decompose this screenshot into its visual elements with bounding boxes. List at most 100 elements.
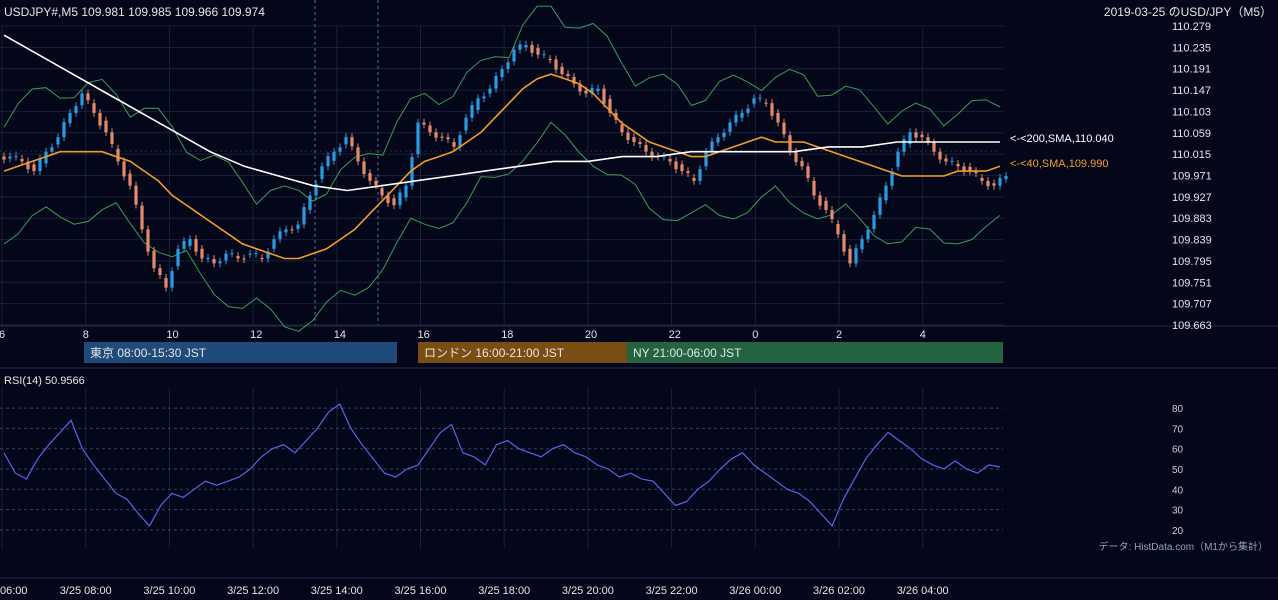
candle-body [812,180,816,196]
candle-body [104,120,108,133]
price-y-tick: 109.795 [1172,256,1212,268]
candle-body [830,209,834,220]
candle-body [758,97,762,99]
price-y-tick: 109.663 [1172,320,1212,332]
candle-body [344,137,348,145]
session-bar [418,342,627,363]
bb-upper [3,5,1001,205]
time-axis-label: 06:00 [0,585,28,597]
candle-body [848,248,852,264]
candle-body [482,96,486,99]
candles [2,40,1008,292]
candle-body [458,135,462,147]
session-label: NY 21:00-06:00 JST [633,346,742,360]
candle-body [260,258,264,260]
time-axis-label: 3/25 08:00 [60,585,112,597]
candle-body [8,156,12,159]
candle-body [404,185,408,198]
header-right-info: 2019-03-25 のUSD/JPY（M5） [1104,5,1272,19]
rsi-y-tick: 50 [1172,465,1184,476]
candle-body [746,108,750,113]
candle-body [572,76,576,84]
hour-tick: 18 [501,329,513,341]
candle-body [182,241,186,249]
candle-body [806,166,810,178]
candle-body [770,103,774,116]
candle-body [350,137,354,147]
candle-body [146,229,150,252]
time-axis-label: 3/25 20:00 [562,585,614,597]
candle-body [794,151,798,162]
candle-body [884,185,888,201]
candle-body [524,44,528,48]
candle-body [434,132,438,138]
candle-body [20,158,24,162]
candle-body [134,185,138,205]
candle-body [938,151,942,160]
price-y-tick: 110.191 [1172,64,1211,76]
candle-body [248,253,252,255]
candle-body [80,93,84,106]
candle-body [698,169,702,181]
candle-body [548,59,552,61]
candle-body [866,229,870,240]
candle-body [2,156,6,160]
session-bar [84,342,397,363]
candle-body [14,156,18,158]
hour-tick: 8 [83,329,89,341]
candle-body [680,164,684,172]
candle-body [644,144,648,152]
candle-body [560,66,564,75]
ma40-label: <-<40,SMA,109.990 [1010,158,1108,170]
candle-body [752,98,756,104]
candle-body [362,161,366,175]
candle-body [950,160,954,162]
candle-body [278,231,282,240]
ma200-label: <-<200,SMA,110.040 [1010,133,1114,145]
candle-body [470,105,474,118]
hour-tick: 20 [585,329,597,341]
session-bars: 東京 08:00-15:30 JST ロンドン 16:00-21:00 JST NY… [84,342,1003,363]
time-axis-label: 3/26 02:00 [813,585,865,597]
candle-body [320,166,324,179]
candle-body [44,151,48,164]
moving-averages [3,34,1001,260]
time-axis-label: 3/25 16:00 [395,585,447,597]
candle-body [26,161,30,170]
candle-body [68,112,72,124]
candle-body [236,256,240,259]
candle-body [398,192,402,206]
candle-body [416,122,420,155]
candle-body [578,83,582,92]
time-axis-label: 3/25 10:00 [143,585,195,597]
candle-body [818,195,822,206]
candle-body [824,200,828,210]
candle-body [290,229,294,231]
candle-body [590,88,594,94]
candle-body [368,173,372,181]
ma200-line [3,34,1000,192]
candle-body [500,69,504,77]
candle-body [272,239,276,249]
rsi-line [3,403,1001,527]
candle-body [710,141,714,152]
candle-body [494,75,498,89]
candle-body [962,166,966,172]
candle-body [254,253,258,255]
candle-body [872,214,876,229]
candle-body [374,180,378,186]
hour-tick: 0 [752,329,758,341]
time-axis-label: 3/25 14:00 [311,585,363,597]
candle-body [188,239,192,246]
hour-tick: 2 [836,329,842,341]
candle-body [530,44,534,53]
candle-body [476,98,480,110]
price-y-tick: 109.839 [1172,235,1212,247]
time-axis-label: 3/25 12:00 [227,585,279,597]
price-y-tick: 110.279 [1172,21,1211,33]
candle-body [596,88,600,92]
candle-body [152,250,156,269]
candle-body [692,177,696,181]
candle-body [782,122,786,135]
